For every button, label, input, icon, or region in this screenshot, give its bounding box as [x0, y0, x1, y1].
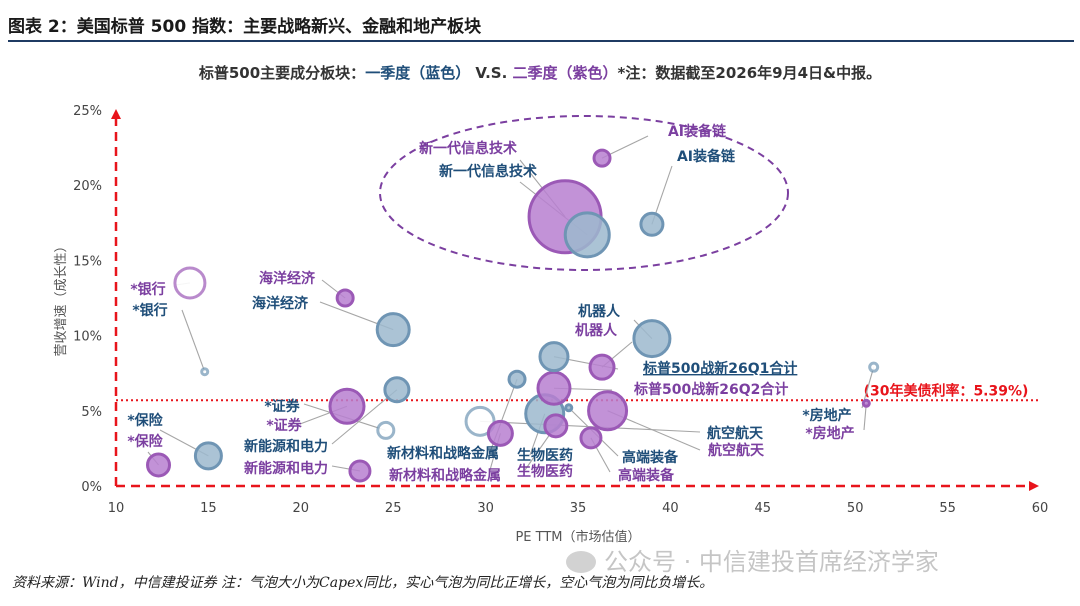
- bubble-q1: [507, 369, 527, 389]
- point-label: 机器人: [575, 322, 618, 339]
- bubble-q2: [587, 390, 629, 432]
- bubble-q2: [328, 387, 366, 425]
- source-note: 资料来源：Wind，中信建投证券 注：气泡大小为Capex同比，实心气泡为同比正…: [12, 575, 714, 591]
- x-tick-label: 30: [477, 501, 494, 516]
- y-axis-label: 营收增速（成长性）: [54, 239, 69, 356]
- x-tick-label: 10: [108, 501, 125, 516]
- point-label: 高端装备: [618, 467, 675, 484]
- point-label: 新能源和电力: [244, 438, 328, 455]
- x-tick-label: 55: [939, 501, 956, 516]
- bubble-q2: [592, 148, 612, 168]
- point-label: *房地产: [802, 407, 851, 424]
- x-tick-label: 20: [293, 501, 310, 516]
- point-label: *银行: [132, 302, 167, 319]
- subtitle-q2: 二季度（紫色）: [512, 64, 618, 82]
- point-label: 海洋经济: [259, 270, 316, 287]
- x-tick-label: 15: [200, 501, 217, 516]
- bubble-q1: [376, 420, 396, 440]
- bubble-q2: [348, 459, 372, 483]
- point-label: 新一代信息技术: [439, 163, 537, 180]
- bubble-q1: [564, 403, 574, 413]
- subtitle-q1: 一季度（蓝色）: [365, 64, 471, 82]
- bubble-q1: [868, 361, 880, 373]
- bubble-q2: [861, 398, 871, 408]
- bubble-q1: [563, 211, 611, 259]
- bubble-q2: [543, 413, 569, 439]
- bubble-q2: [335, 288, 355, 308]
- bubble-q2: [486, 419, 514, 447]
- bubble-q1: [632, 319, 672, 359]
- x-tick-label: 60: [1032, 501, 1049, 516]
- bubble-q1: [464, 405, 496, 437]
- bubble-q1: [639, 211, 665, 237]
- point-label: 生物医药: [517, 463, 573, 480]
- bubble-q1: [538, 341, 570, 373]
- subtitle-vs: V.S.: [470, 64, 513, 82]
- point-label: 生物医药: [517, 447, 573, 464]
- point-label: *房地产: [805, 425, 854, 442]
- x-axis-label: PE TTM（市场估值）: [515, 529, 640, 545]
- bubble-q2: [579, 426, 603, 450]
- point-label: 海洋经济: [252, 295, 309, 312]
- bubble-q2: [173, 266, 207, 300]
- point-label: 高端装备: [622, 449, 679, 466]
- point-label: 新材料和战略金属: [387, 445, 499, 462]
- point-label: *证券: [264, 398, 300, 415]
- bubble-q1: [383, 376, 411, 404]
- subtitle-prefix: 标普500主要成分板块：: [198, 64, 366, 82]
- point-label: AI装备链: [668, 123, 727, 140]
- bubble-q2: [588, 353, 616, 381]
- title-divider: [8, 40, 1074, 42]
- y-tick-label: 10%: [73, 330, 102, 345]
- treasury-reference-label: (30年美债利率：5.39%): [864, 382, 1029, 399]
- x-tick-label: 40: [662, 501, 679, 516]
- point-label: *保险: [127, 433, 163, 450]
- leader-line: [181, 309, 206, 372]
- point-label: 航空航天: [707, 425, 764, 442]
- point-label: 新材料和战略金属: [389, 467, 501, 484]
- y-tick-label: 0%: [81, 480, 102, 495]
- bubble-q1: [193, 441, 223, 471]
- point-label: 标普500战新26Q2合计: [633, 381, 788, 398]
- leader-line: [331, 389, 398, 445]
- x-tick-label: 50: [847, 501, 864, 516]
- x-tick-label: 35: [570, 501, 587, 516]
- bubble-q1: [200, 367, 210, 377]
- wechat-icon: [566, 551, 596, 573]
- watermark-text: 公众号 · 中信建投首席经济学家: [604, 548, 939, 576]
- subtitle-note: *注：数据截至2026年9月4日&中报。: [617, 64, 882, 82]
- watermark: 公众号 · 中信建投首席经济学家: [566, 542, 939, 577]
- point-label: *证券: [266, 417, 302, 434]
- point-label: 航空航天: [708, 442, 765, 459]
- bubble-q2: [536, 370, 572, 406]
- chart-title: 标普500主要成分板块：一季度（蓝色） V.S. 二季度（紫色）*注：数据截至2…: [0, 62, 1080, 83]
- point-label: 标普500战新26Q1合计: [642, 360, 797, 377]
- highlight-ellipse: [379, 115, 789, 271]
- bubble-q2: [146, 452, 172, 478]
- y-tick-label: 5%: [81, 405, 102, 420]
- point-label: 新一代信息技术: [419, 140, 517, 157]
- figure-title: 图表 2：美国标普 500 指数：主要战略新兴、金融和地产板块: [8, 17, 482, 37]
- bubble-q1: [375, 312, 411, 348]
- y-tick-label: 15%: [73, 254, 102, 269]
- point-label: 新能源和电力: [244, 460, 328, 477]
- point-label: AI装备链: [677, 148, 736, 165]
- point-label: *保险: [127, 412, 163, 429]
- point-label: 机器人: [578, 303, 621, 320]
- y-tick-label: 25%: [73, 104, 102, 119]
- x-tick-label: 45: [755, 501, 772, 516]
- point-label: *银行: [130, 281, 165, 298]
- y-tick-label: 20%: [73, 179, 102, 194]
- x-tick-label: 25: [385, 501, 402, 516]
